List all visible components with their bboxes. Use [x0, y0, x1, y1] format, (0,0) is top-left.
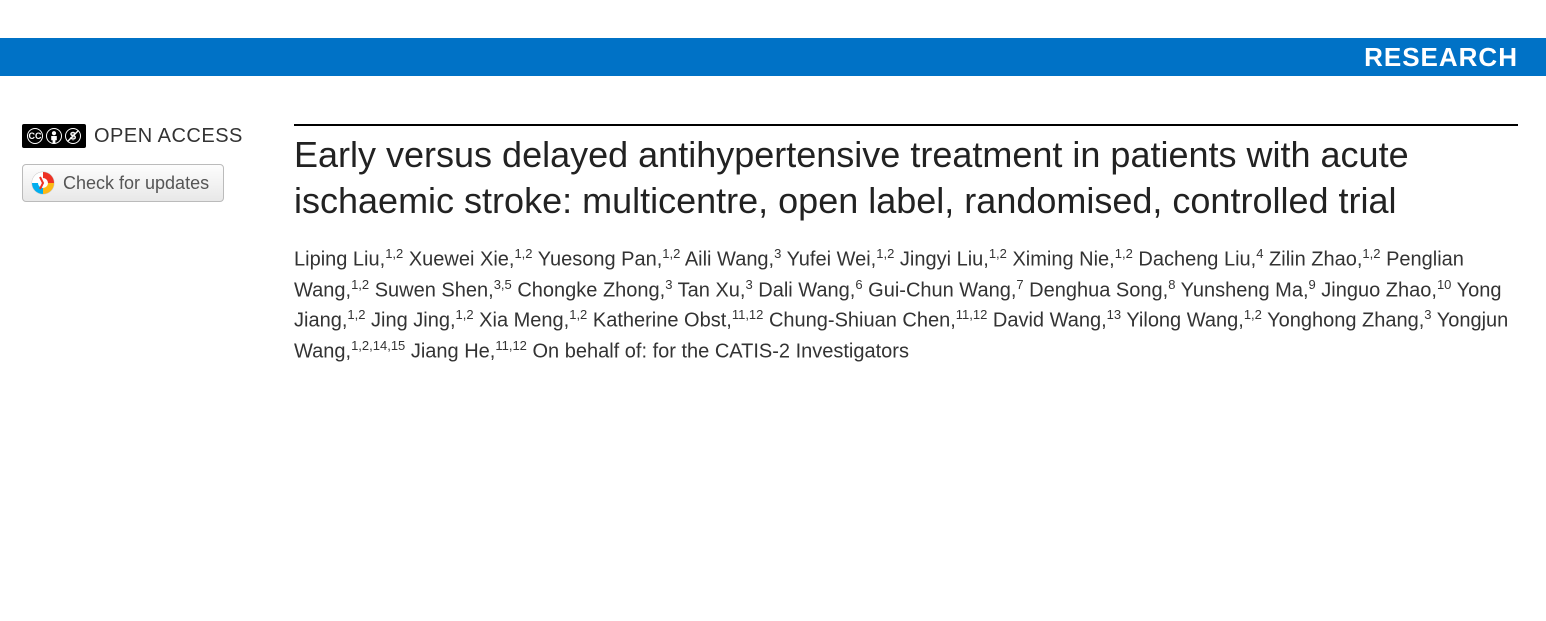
- article-title: Early versus delayed antihypertensive tr…: [294, 132, 1518, 224]
- by-icon: [46, 128, 62, 144]
- open-access-row: CC $ OPEN ACCESS: [22, 124, 276, 148]
- affiliation-ref: 1,2: [514, 246, 532, 261]
- affiliation-ref: 3: [1424, 307, 1431, 322]
- affiliation-ref: 1,2: [1362, 246, 1380, 261]
- affiliation-ref: 1,2: [569, 307, 587, 322]
- affiliation-ref: 3,5: [494, 277, 512, 292]
- affiliation-ref: 10: [1437, 277, 1451, 292]
- affiliation-ref: 9: [1309, 277, 1316, 292]
- content-wrapper: CC $ OPEN ACCESS: [0, 124, 1546, 367]
- affiliation-ref: 11,12: [732, 307, 764, 322]
- open-access-label: OPEN ACCESS: [94, 125, 243, 148]
- affiliation-ref: 1,2: [989, 246, 1007, 261]
- sidebar: CC $ OPEN ACCESS: [22, 124, 294, 367]
- cc-icon: CC: [27, 128, 43, 144]
- main-content: Early versus delayed antihypertensive tr…: [294, 124, 1518, 367]
- crossmark-icon: [31, 171, 55, 195]
- affiliation-ref: 1,2: [351, 277, 369, 292]
- check-updates-label: Check for updates: [63, 173, 209, 194]
- nc-icon: $: [65, 128, 81, 144]
- affiliation-ref: 1,2: [385, 246, 403, 261]
- affiliation-ref: 7: [1016, 277, 1023, 292]
- affiliation-ref: 3: [745, 277, 752, 292]
- affiliation-ref: 1,2: [347, 307, 365, 322]
- header-label: RESEARCH: [1364, 42, 1518, 73]
- affiliation-ref: 1,2: [1244, 307, 1262, 322]
- affiliation-ref: 3: [665, 277, 672, 292]
- affiliation-ref: 4: [1256, 246, 1263, 261]
- affiliation-ref: 6: [855, 277, 862, 292]
- affiliation-ref: 1,2: [456, 307, 474, 322]
- affiliation-ref: 11,12: [956, 307, 988, 322]
- affiliation-ref: 1,2: [876, 246, 894, 261]
- author-list: Liping Liu,1,2 Xuewei Xie,1,2 Yuesong Pa…: [294, 244, 1518, 367]
- cc-license-icon: CC $: [22, 124, 86, 148]
- affiliation-ref: 3: [774, 246, 781, 261]
- header-bar: RESEARCH: [0, 38, 1546, 76]
- affiliation-ref: 1,2: [662, 246, 680, 261]
- check-updates-button[interactable]: Check for updates: [22, 164, 224, 202]
- affiliation-ref: 1,2,14,15: [351, 338, 405, 353]
- affiliation-ref: 1,2: [1115, 246, 1133, 261]
- affiliation-ref: 13: [1107, 307, 1121, 322]
- affiliation-ref: 11,12: [495, 338, 527, 353]
- affiliation-ref: 8: [1168, 277, 1175, 292]
